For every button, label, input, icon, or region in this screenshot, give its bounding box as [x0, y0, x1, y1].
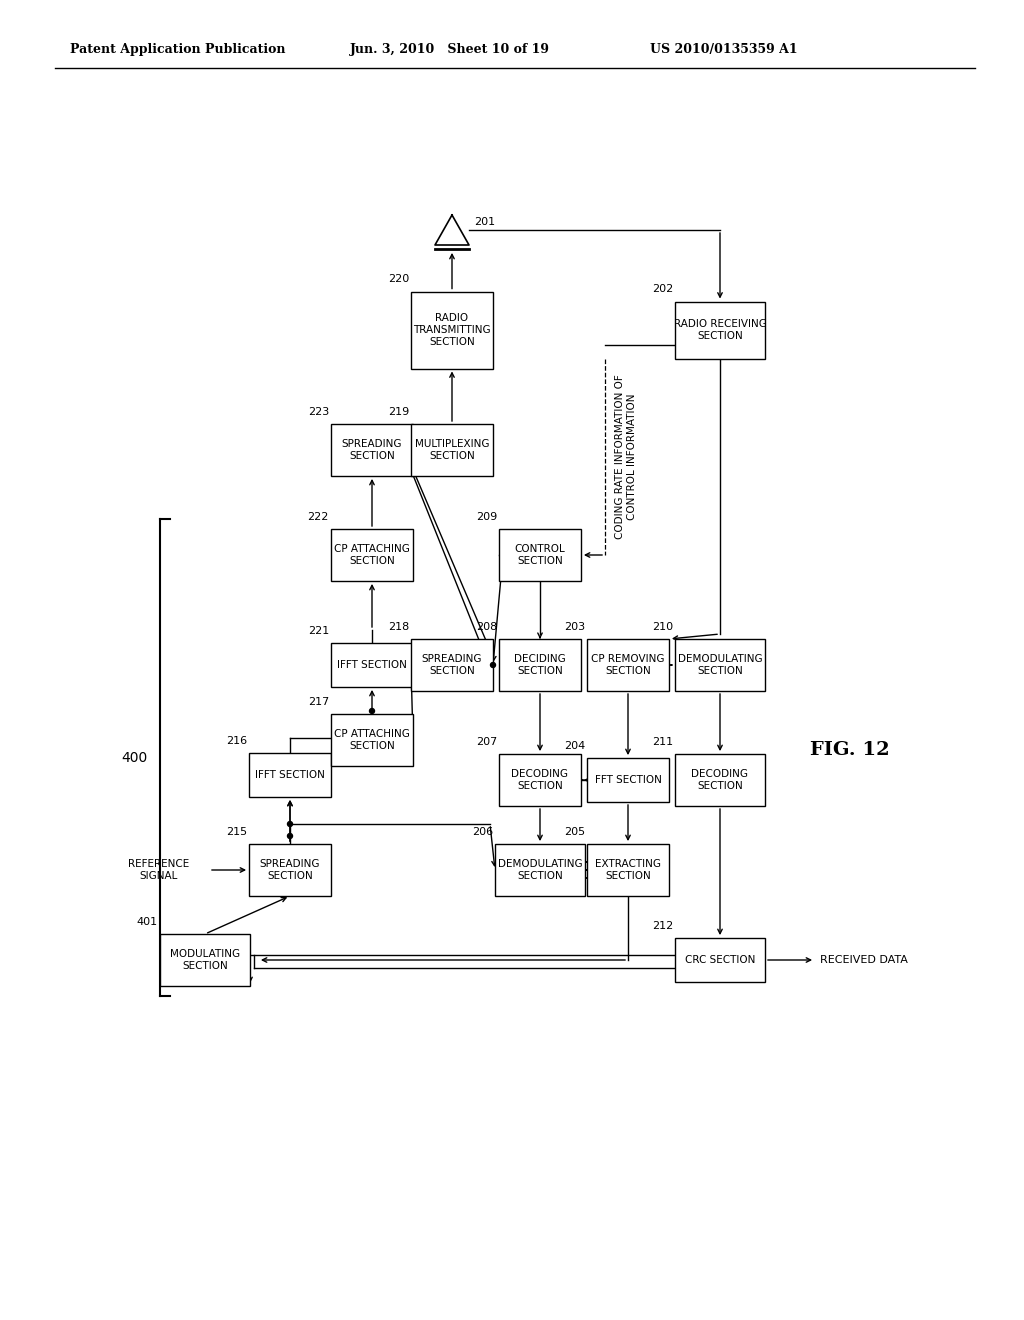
- Bar: [331, 714, 413, 766]
- Bar: [587, 758, 669, 803]
- Text: 223: 223: [308, 407, 329, 417]
- Text: DECODING
SECTION: DECODING SECTION: [512, 770, 568, 791]
- Circle shape: [288, 833, 293, 838]
- Text: 220: 220: [388, 275, 409, 285]
- Text: FFT SECTION: FFT SECTION: [595, 775, 662, 785]
- Text: DEMODULATING
SECTION: DEMODULATING SECTION: [498, 859, 583, 880]
- Text: CONTROL
SECTION: CONTROL SECTION: [515, 544, 565, 566]
- Text: 206: 206: [472, 828, 493, 837]
- Text: REFERENCE
SIGNAL: REFERENCE SIGNAL: [128, 859, 189, 880]
- Bar: [675, 939, 765, 982]
- Bar: [411, 424, 493, 477]
- Text: 212: 212: [651, 921, 673, 931]
- Text: 209: 209: [476, 512, 497, 521]
- Text: CP REMOVING
SECTION: CP REMOVING SECTION: [591, 655, 665, 676]
- Text: 204: 204: [564, 741, 585, 751]
- Text: 211: 211: [652, 737, 673, 747]
- Bar: [411, 639, 493, 690]
- Text: CODING RATE INFORMATION OF
CONTROL INFORMATION: CODING RATE INFORMATION OF CONTROL INFOR…: [615, 375, 637, 539]
- Text: IFFT SECTION: IFFT SECTION: [255, 770, 325, 780]
- Text: 202: 202: [651, 285, 673, 294]
- Text: Patent Application Publication: Patent Application Publication: [70, 44, 286, 57]
- Bar: [499, 639, 581, 690]
- Text: 216: 216: [226, 737, 247, 746]
- Text: MULTIPLEXING
SECTION: MULTIPLEXING SECTION: [415, 440, 489, 461]
- Text: 400: 400: [122, 751, 148, 764]
- Bar: [675, 754, 765, 807]
- Text: CP ATTACHING
SECTION: CP ATTACHING SECTION: [334, 729, 410, 751]
- Text: Jun. 3, 2010   Sheet 10 of 19: Jun. 3, 2010 Sheet 10 of 19: [350, 44, 550, 57]
- Text: DEMODULATING
SECTION: DEMODULATING SECTION: [678, 655, 762, 676]
- Text: DECODING
SECTION: DECODING SECTION: [691, 770, 749, 791]
- Text: 217: 217: [308, 697, 329, 708]
- Text: 401: 401: [137, 917, 158, 927]
- Text: 208: 208: [476, 622, 497, 632]
- Text: 222: 222: [307, 512, 329, 521]
- Circle shape: [288, 821, 293, 826]
- Text: 203: 203: [564, 622, 585, 632]
- Text: MODULATING
SECTION: MODULATING SECTION: [170, 949, 240, 970]
- Bar: [331, 424, 413, 477]
- Circle shape: [370, 709, 375, 714]
- Bar: [331, 643, 413, 686]
- Bar: [587, 639, 669, 690]
- Text: 215: 215: [226, 828, 247, 837]
- Bar: [675, 639, 765, 690]
- Text: RADIO
TRANSMITTING
SECTION: RADIO TRANSMITTING SECTION: [414, 313, 490, 347]
- Bar: [249, 752, 331, 797]
- Text: FIG. 12: FIG. 12: [810, 741, 890, 759]
- Text: SPREADING
SECTION: SPREADING SECTION: [260, 859, 321, 880]
- Text: DECIDING
SECTION: DECIDING SECTION: [514, 655, 566, 676]
- Text: SPREADING
SECTION: SPREADING SECTION: [422, 655, 482, 676]
- Text: EXTRACTING
SECTION: EXTRACTING SECTION: [595, 859, 662, 880]
- Bar: [675, 301, 765, 359]
- Text: RADIO RECEIVING
SECTION: RADIO RECEIVING SECTION: [674, 319, 766, 341]
- Text: 201: 201: [474, 216, 496, 227]
- Bar: [249, 843, 331, 896]
- Bar: [499, 754, 581, 807]
- Text: 205: 205: [564, 828, 585, 837]
- Text: RECEIVED DATA: RECEIVED DATA: [820, 954, 908, 965]
- Text: 207: 207: [476, 737, 497, 747]
- Bar: [495, 843, 585, 896]
- Text: 221: 221: [308, 626, 329, 636]
- Text: SPREADING
SECTION: SPREADING SECTION: [342, 440, 402, 461]
- Bar: [411, 292, 493, 368]
- Bar: [331, 529, 413, 581]
- Text: CRC SECTION: CRC SECTION: [685, 954, 755, 965]
- Text: CP ATTACHING
SECTION: CP ATTACHING SECTION: [334, 544, 410, 566]
- Text: 218: 218: [388, 622, 409, 632]
- Bar: [587, 843, 669, 896]
- Text: 219: 219: [388, 407, 409, 417]
- Text: 210: 210: [652, 622, 673, 632]
- Bar: [499, 529, 581, 581]
- Circle shape: [490, 663, 496, 668]
- Text: US 2010/0135359 A1: US 2010/0135359 A1: [650, 44, 798, 57]
- Text: IFFT SECTION: IFFT SECTION: [337, 660, 407, 671]
- Bar: [160, 935, 250, 986]
